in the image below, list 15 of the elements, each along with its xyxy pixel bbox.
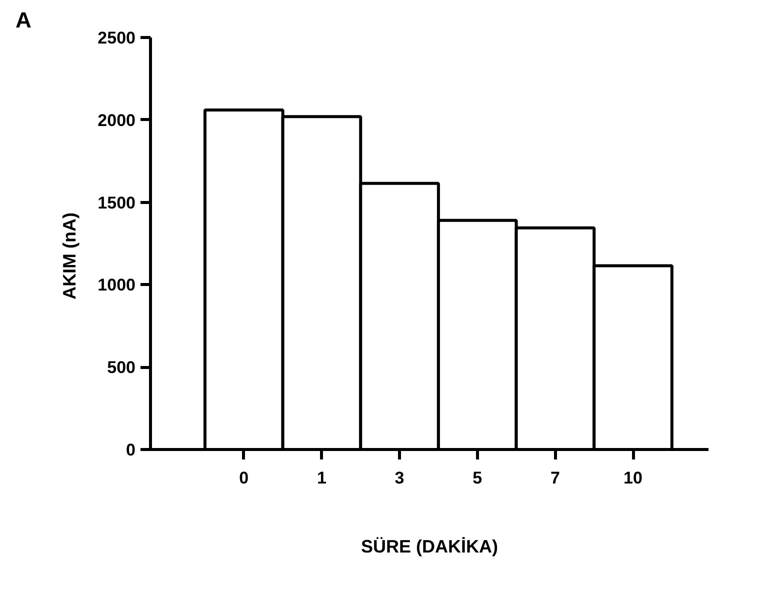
y-tick-label: 1000	[98, 276, 136, 295]
x-tick-label: 3	[394, 468, 404, 488]
x-tick-label: 7	[550, 468, 560, 488]
text: A	[16, 8, 32, 32]
x-tick-label: 5	[472, 468, 482, 488]
y-tick-label: 1500	[98, 193, 136, 212]
x-tick-label: 0	[239, 468, 249, 488]
x-axis-title: SÜRE (DAKİKA)	[361, 536, 498, 556]
y-tick-label: 2500	[98, 28, 136, 48]
x-tick-label: 1	[316, 468, 326, 488]
y-tick-label: 0	[126, 440, 136, 460]
x-tick-label: 10	[624, 468, 642, 488]
y-axis-title: AKIM (nA)	[60, 212, 80, 300]
y-tick-label: 500	[107, 358, 136, 378]
y-tick-label: 2000	[98, 110, 136, 130]
